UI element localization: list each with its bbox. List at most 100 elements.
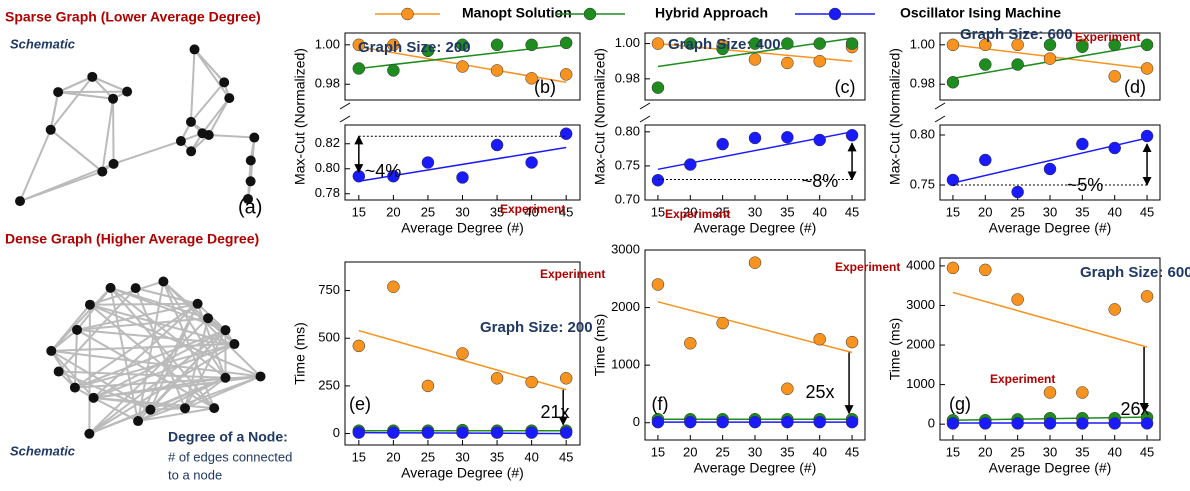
panel-label: (b): [534, 77, 556, 97]
graph-node: [87, 71, 98, 82]
x-tick-label: 40: [1107, 444, 1121, 459]
graph-edge: [93, 396, 139, 422]
point: [490, 38, 504, 52]
panel-label: (a): [238, 196, 262, 218]
trend-line: [952, 291, 1148, 348]
graph-edge: [74, 343, 235, 389]
y-axis-label: Max-Cut (Normalized): [887, 48, 903, 185]
graph-edge: [73, 329, 79, 388]
graph-node: [84, 428, 95, 439]
point: [813, 37, 826, 50]
point: [748, 131, 762, 145]
point: [1043, 52, 1057, 65]
point: [1140, 62, 1154, 75]
annotation: 25x: [805, 382, 834, 402]
graph-edge: [89, 303, 261, 378]
experiment-note: Experiment: [500, 202, 565, 216]
graph-node: [145, 404, 156, 415]
graph-node: [255, 371, 266, 382]
point: [1043, 386, 1057, 399]
point: [684, 158, 697, 171]
point: [748, 415, 762, 429]
graph-node: [46, 345, 57, 356]
x-tick-label: 15: [352, 449, 366, 464]
graph-node: [69, 382, 80, 393]
graph-node: [220, 372, 231, 383]
point: [979, 38, 992, 52]
point: [387, 280, 400, 294]
y-tick-label: 0.78: [315, 185, 340, 200]
graph-edge: [88, 329, 227, 435]
y-tick-label: 0.82: [315, 135, 340, 150]
point: [1108, 417, 1121, 430]
graph-edge: [51, 343, 235, 352]
legend-label: Manopt Solution: [462, 5, 572, 21]
chart-title: Graph Size: 600: [960, 26, 1073, 43]
graph-edge: [101, 98, 115, 172]
graph-node: [105, 282, 116, 293]
y-tick-label: 2000: [906, 336, 935, 351]
point: [352, 62, 366, 75]
point: [387, 170, 400, 183]
x-tick-label: 35: [1075, 444, 1089, 459]
point: [1076, 137, 1089, 151]
point: [651, 415, 665, 429]
point: [525, 426, 538, 439]
graph-edge: [89, 303, 235, 346]
graph-node: [133, 416, 144, 427]
point: [387, 426, 400, 439]
graph-edge: [57, 287, 137, 373]
x-tick-label: 25: [1010, 444, 1024, 459]
point: [1108, 70, 1121, 83]
graph-edge: [201, 97, 231, 134]
graph-node: [185, 116, 196, 127]
graph-node: [53, 87, 64, 98]
graph-edge: [92, 302, 199, 399]
graph-node: [84, 299, 95, 310]
x-tick-label: 25: [715, 204, 729, 219]
schematic-label: Schematic: [10, 36, 76, 51]
point: [946, 76, 960, 89]
point: [559, 372, 573, 385]
graph-edge: [57, 75, 93, 94]
degree-text: to a node: [168, 467, 222, 482]
x-tick-label: 45: [845, 204, 859, 219]
y-tick-label: 0: [333, 425, 340, 440]
point: [946, 417, 960, 430]
y-tick-label: 0: [928, 416, 935, 431]
point: [845, 335, 859, 349]
x-tick-label: 40: [1107, 204, 1121, 219]
x-tick-label: 20: [386, 204, 400, 219]
graph-node: [192, 298, 203, 309]
x-tick-label: 20: [683, 444, 697, 459]
x-tick-label: 30: [748, 204, 762, 219]
y-tick-label: 500: [318, 330, 340, 345]
point: [651, 278, 665, 291]
point: [781, 131, 794, 144]
graph-edge: [74, 329, 226, 389]
x-tick-label: 35: [780, 204, 794, 219]
y-axis-label: Time (ms): [887, 318, 903, 380]
graph-node: [180, 403, 191, 414]
point: [1043, 162, 1057, 176]
point: [525, 156, 538, 169]
graph-node: [203, 129, 214, 140]
graph-edge: [76, 317, 209, 331]
graph-edge: [50, 287, 112, 352]
point: [979, 417, 992, 430]
point: [1043, 38, 1057, 52]
point: [1108, 141, 1121, 155]
graph-edge: [184, 376, 227, 410]
x-tick-label: 20: [978, 444, 992, 459]
x-axis-label: Average Degree (#): [694, 460, 817, 476]
y-tick-label: 0.70: [615, 191, 640, 206]
graph-node: [245, 176, 256, 187]
point: [684, 37, 697, 50]
point: [845, 415, 859, 429]
graph-node: [242, 193, 253, 204]
graph-schematics: [15, 44, 266, 439]
x-tick-label: 45: [845, 444, 859, 459]
axis-break: [339, 115, 351, 123]
point: [716, 42, 729, 56]
experiment-note: Experiment: [1075, 30, 1140, 44]
